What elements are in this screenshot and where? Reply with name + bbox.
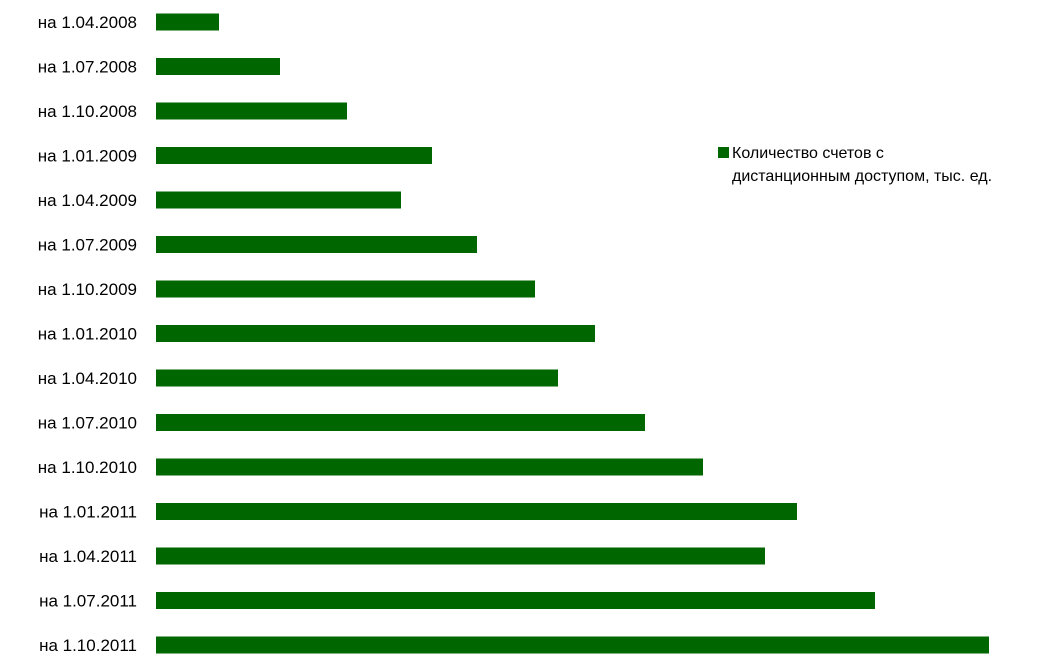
category-label-14: на 1.07.2011 [39,592,137,611]
legend-label-line-2: дистанционным доступом, тыс. ед. [732,168,992,185]
bar-11 [156,458,703,476]
legend-label-line-1: Количество счетов с [732,145,884,162]
bar-6 [156,236,477,253]
bar-4 [156,147,432,164]
bar-10 [156,414,645,431]
bar-1 [156,13,219,31]
bar-14 [156,592,875,609]
bars-group [156,13,989,654]
bar-2 [156,58,280,75]
legend-swatch [718,147,729,158]
category-label-10: на 1.07.2010 [38,414,137,433]
bar-7 [156,280,535,298]
bar-5 [156,191,401,209]
category-label-4: на 1.01.2009 [38,147,137,166]
bar-12 [156,503,797,520]
bar-15 [156,636,989,654]
category-label-8: на 1.01.2010 [38,325,137,344]
bar-8 [156,325,595,342]
category-label-13: на 1.04.2011 [39,547,137,566]
bar-13 [156,547,765,565]
category-label-1: на 1.04.2008 [38,13,137,32]
category-labels: на 1.04.2008 на 1.07.2008 на 1.10.2008 на 1… [38,13,137,655]
category-label-9: на 1.04.2010 [38,369,137,388]
category-label-11: на 1.10.2010 [38,458,137,477]
category-label-7: на 1.10.2009 [38,280,137,299]
bar-9 [156,369,558,387]
category-label-2: на 1.07.2008 [38,58,137,77]
category-label-3: на 1.10.2008 [38,102,137,121]
category-label-5: на 1.04.2009 [38,191,137,210]
category-label-15: на 1.10.2011 [39,636,137,655]
category-label-6: на 1.07.2009 [38,236,137,255]
legend: Количество счетов с дистанционным доступ… [718,145,992,185]
bar-3 [156,102,347,120]
category-label-12: на 1.01.2011 [39,503,137,522]
